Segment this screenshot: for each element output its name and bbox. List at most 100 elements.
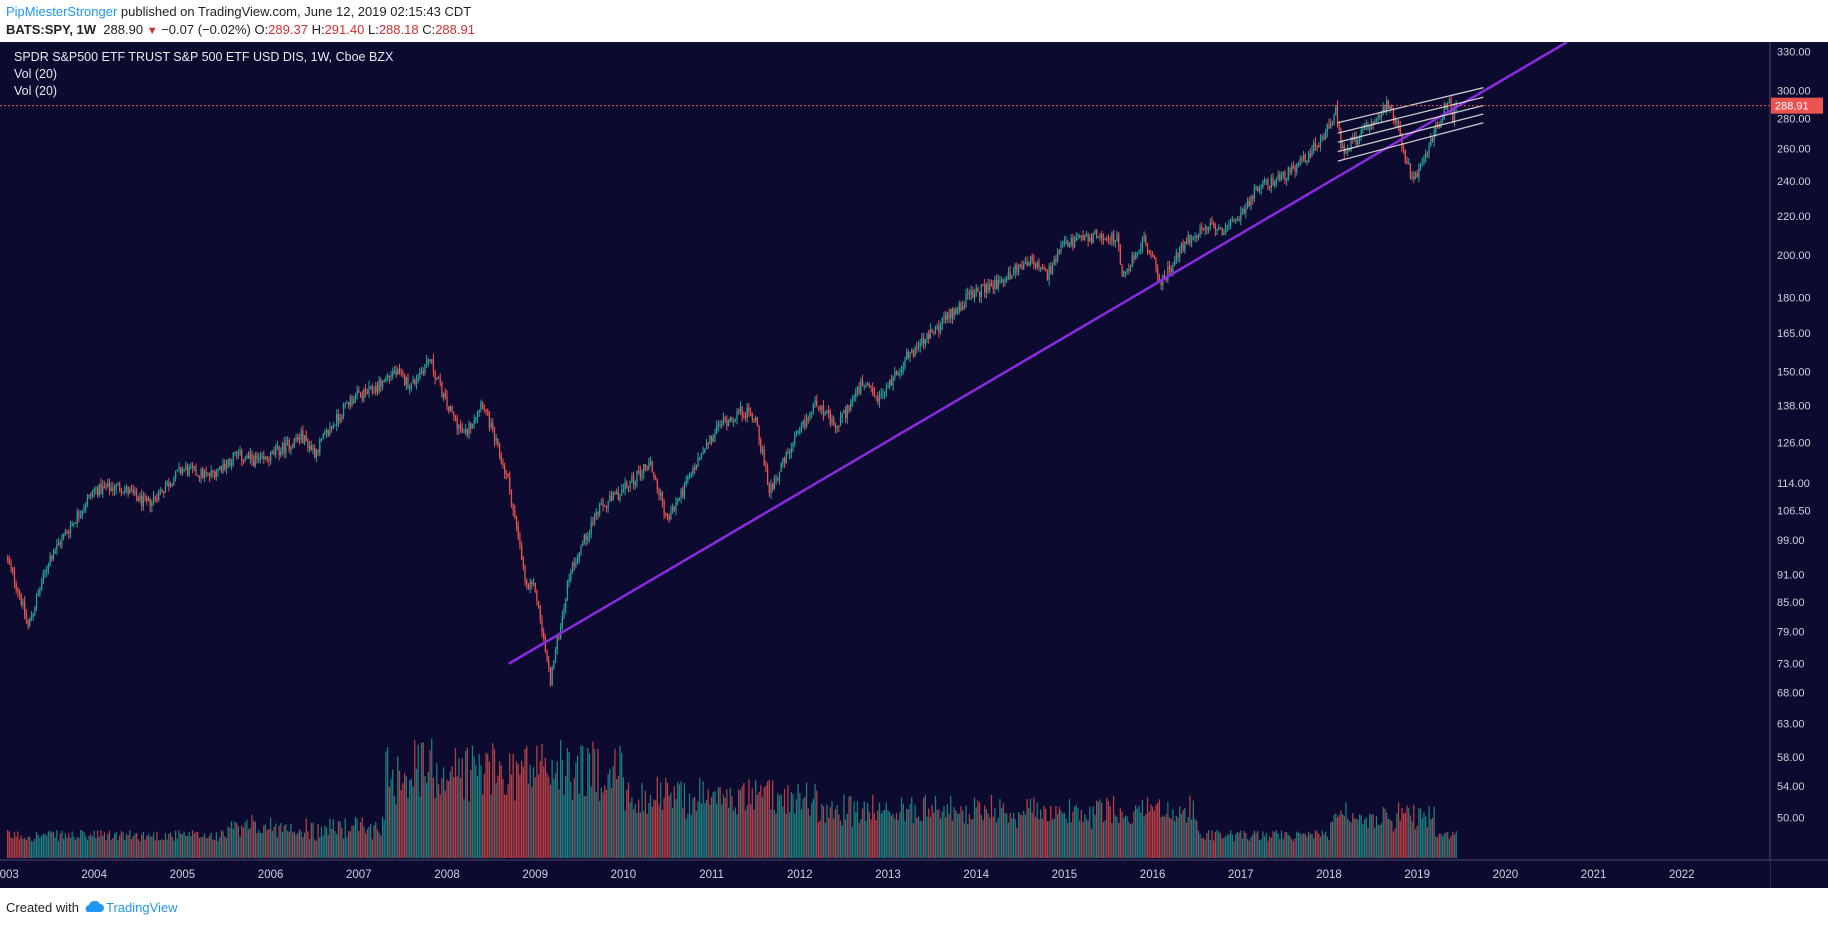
channel-line[interactable] <box>1337 113 1484 153</box>
candle <box>22 598 24 610</box>
volume-bar <box>1084 814 1086 858</box>
volume-bar <box>497 775 499 858</box>
candle <box>600 498 602 506</box>
candle <box>63 533 65 541</box>
volume-bar <box>694 796 696 858</box>
volume-bar <box>402 783 404 858</box>
volume-bar <box>1111 823 1113 858</box>
volume-bar <box>405 776 407 858</box>
candle <box>322 432 324 440</box>
volume-bar <box>799 792 801 858</box>
candle <box>54 547 56 555</box>
volume-bar <box>342 838 345 858</box>
candle <box>315 448 318 463</box>
volume-bar <box>660 782 662 858</box>
author-link[interactable]: PipMiesterStronger <box>6 4 118 19</box>
candle <box>626 480 628 489</box>
volume-bar <box>213 839 216 858</box>
y-tick-label: 50.00 <box>1777 812 1805 824</box>
volume-bar <box>724 797 726 858</box>
volume-bar <box>207 838 209 858</box>
volume-bar <box>984 805 986 858</box>
volume-bar <box>1279 838 1281 858</box>
candle <box>329 421 331 437</box>
volume-bar <box>1194 818 1196 858</box>
volume-bar <box>1089 806 1091 858</box>
candle <box>560 623 562 640</box>
volume-bar <box>787 785 789 858</box>
candle <box>514 504 516 520</box>
trendline[interactable] <box>508 42 1568 665</box>
volume-bar <box>1043 805 1045 858</box>
volume-bar <box>1148 811 1150 858</box>
volume-bar <box>956 813 959 858</box>
volume-bar <box>7 830 9 858</box>
volume-bar <box>459 777 462 858</box>
volume-bar <box>1433 806 1435 858</box>
volume-bar <box>670 792 672 858</box>
candle <box>1072 233 1074 251</box>
channel-line[interactable] <box>1337 96 1484 134</box>
volume-bar <box>739 790 742 858</box>
candle <box>1129 264 1132 272</box>
candle <box>1048 263 1050 286</box>
candle <box>610 490 613 502</box>
price-chart[interactable]: 330.00300.00280.00260.00240.00220.00200.… <box>0 42 1828 888</box>
y-tick-label: 165.00 <box>1777 328 1811 340</box>
time-axis[interactable] <box>0 860 1770 888</box>
volume-bar <box>412 786 414 858</box>
channel-line[interactable] <box>1337 87 1484 124</box>
volume-bar <box>1075 804 1077 858</box>
candle <box>631 472 633 484</box>
volume-bar <box>951 820 954 858</box>
candle <box>934 325 937 335</box>
channel-line[interactable] <box>1337 122 1484 162</box>
candle <box>1126 268 1128 275</box>
candle <box>848 404 850 414</box>
candle <box>1224 222 1227 235</box>
candle <box>1362 124 1364 134</box>
parallel-channel[interactable] <box>1337 87 1484 162</box>
volume-bar <box>341 827 343 858</box>
volume-bar <box>1438 833 1440 858</box>
volume-bar <box>347 830 350 858</box>
channel-line[interactable] <box>1337 104 1484 143</box>
price-axis[interactable] <box>1770 42 1828 888</box>
candle <box>663 498 665 520</box>
volume-bar <box>700 803 703 858</box>
candle <box>822 400 825 421</box>
volume-bar <box>310 822 312 858</box>
volume-bar <box>1141 799 1144 858</box>
candle <box>1077 232 1079 241</box>
candle <box>286 436 289 446</box>
candle <box>772 482 774 493</box>
candle <box>1023 260 1025 270</box>
volume-bar <box>536 745 538 858</box>
candle <box>1372 121 1374 130</box>
tradingview-link[interactable]: TradingView <box>105 900 178 915</box>
candle <box>363 387 365 402</box>
volume-bar <box>1436 837 1439 858</box>
candle <box>1131 251 1133 268</box>
candle <box>794 431 796 447</box>
candle <box>648 457 650 471</box>
volume-bar <box>395 803 397 858</box>
volume-bar <box>1160 817 1162 858</box>
volume-bar <box>59 833 61 858</box>
candle <box>692 465 694 477</box>
volume-bar <box>797 784 799 858</box>
tradingview-cloud-icon <box>82 900 104 916</box>
volume-bar <box>977 800 979 858</box>
volume-bar <box>590 786 592 858</box>
candle <box>1233 217 1235 223</box>
volume-bar <box>159 840 161 858</box>
candle <box>702 446 704 455</box>
candle <box>420 366 423 375</box>
volume-bar <box>78 837 80 858</box>
volume-bar <box>592 741 594 858</box>
volume-bar <box>829 807 831 858</box>
volume-bar <box>617 775 619 858</box>
volume-bar <box>434 798 436 858</box>
candle <box>1133 252 1135 264</box>
volume-bar <box>990 794 993 858</box>
